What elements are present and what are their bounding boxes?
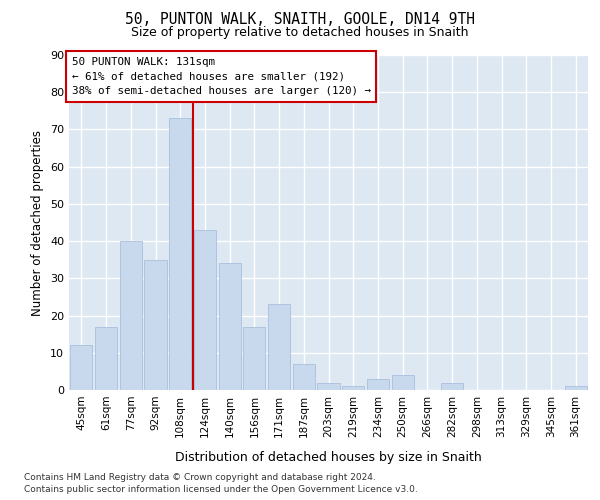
Bar [367,379,389,390]
Bar [95,326,117,390]
Text: 50 PUNTON WALK: 131sqm
← 61% of detached houses are smaller (192)
38% of semi-de: 50 PUNTON WALK: 131sqm ← 61% of detached… [71,56,371,96]
Text: 50, PUNTON WALK, SNAITH, GOOLE, DN14 9TH: 50, PUNTON WALK, SNAITH, GOOLE, DN14 9TH [125,12,475,28]
Bar [342,386,364,390]
Bar [218,264,241,390]
Bar [441,382,463,390]
Bar [392,375,414,390]
Text: Contains HM Land Registry data © Crown copyright and database right 2024.: Contains HM Land Registry data © Crown c… [24,473,376,482]
Bar [317,382,340,390]
Bar [293,364,315,390]
Text: Distribution of detached houses by size in Snaith: Distribution of detached houses by size … [175,451,482,464]
Text: Contains public sector information licensed under the Open Government Licence v3: Contains public sector information licen… [24,484,418,494]
Bar [268,304,290,390]
Bar [119,241,142,390]
Bar [565,386,587,390]
Bar [145,260,167,390]
Text: Size of property relative to detached houses in Snaith: Size of property relative to detached ho… [131,26,469,39]
Bar [70,346,92,390]
Bar [194,230,216,390]
Bar [169,118,191,390]
Y-axis label: Number of detached properties: Number of detached properties [31,130,44,316]
Bar [243,326,265,390]
